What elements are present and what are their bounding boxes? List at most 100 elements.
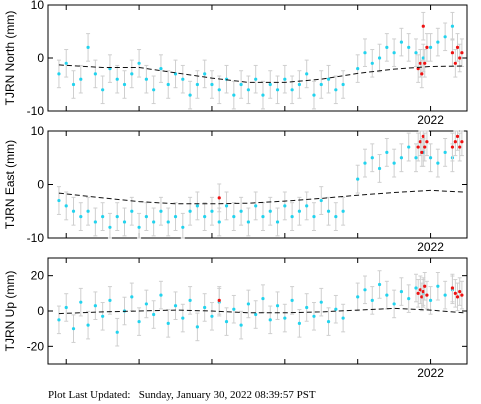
data-point — [370, 298, 374, 302]
data-point — [122, 82, 127, 87]
data-point — [254, 204, 258, 208]
data-point — [217, 220, 221, 224]
data-point — [224, 320, 229, 324]
data-point — [377, 56, 382, 60]
data-point — [224, 204, 229, 208]
data-point — [443, 150, 447, 154]
data-point — [64, 61, 68, 65]
data-point — [115, 77, 119, 81]
data-point — [64, 305, 68, 310]
data-point — [356, 67, 360, 71]
recent-data-point — [460, 293, 464, 297]
data-point — [137, 61, 141, 65]
data-point — [232, 93, 236, 97]
data-point — [290, 215, 294, 219]
data-point — [385, 45, 389, 50]
y-tick-label: 10 — [31, 0, 45, 12]
data-point — [122, 220, 127, 224]
data-point — [195, 82, 199, 87]
data-point — [166, 82, 170, 87]
data-point — [137, 225, 141, 229]
recent-data-point — [416, 145, 420, 149]
data-point — [428, 156, 433, 160]
data-point — [93, 220, 97, 224]
data-point — [334, 215, 338, 219]
data-point — [71, 209, 76, 213]
data-point — [217, 88, 221, 92]
data-point — [166, 321, 170, 325]
recent-data-point — [418, 288, 422, 292]
data-point — [436, 284, 440, 288]
data-point — [79, 300, 83, 304]
recent-data-point — [423, 145, 427, 149]
data-point — [144, 302, 148, 306]
plot-frame — [47, 130, 468, 239]
data-point — [210, 82, 214, 87]
data-point — [144, 215, 148, 219]
recent-data-point — [420, 295, 424, 299]
data-point — [290, 298, 294, 302]
data-point — [64, 204, 68, 208]
recent-data-point — [450, 145, 455, 149]
data-point — [407, 145, 411, 149]
recent-data-point — [418, 61, 422, 65]
data-point — [203, 72, 207, 76]
data-point — [93, 304, 97, 308]
data-point — [144, 77, 148, 81]
data-point — [326, 77, 331, 81]
data-point — [137, 320, 141, 324]
data-point — [71, 327, 76, 331]
data-point — [356, 295, 360, 299]
recent-data-point — [458, 56, 462, 60]
recent-data-point — [458, 289, 462, 294]
recent-data-point — [460, 140, 464, 144]
data-point — [283, 316, 287, 320]
recent-data-point — [450, 286, 455, 290]
data-point — [261, 297, 265, 301]
recent-data-point — [455, 45, 460, 50]
data-point — [239, 209, 243, 213]
data-point — [370, 61, 374, 65]
data-point — [407, 45, 411, 50]
data-point — [392, 302, 396, 306]
data-point — [407, 297, 411, 301]
data-point — [115, 330, 119, 334]
data-point — [392, 51, 396, 55]
data-point — [159, 67, 163, 71]
data-point — [195, 325, 199, 329]
data-point — [181, 225, 185, 229]
recent-data-point — [420, 150, 424, 154]
data-point — [268, 209, 272, 213]
y-axis-label: TJRN Up (mm) — [3, 271, 17, 352]
data-point — [188, 209, 192, 213]
data-point — [341, 82, 345, 87]
data-point — [436, 40, 440, 44]
y-axis-label: TJRN East (mm) — [3, 140, 17, 229]
y-tick-label: -20 — [27, 339, 45, 353]
data-point — [173, 215, 178, 219]
last-updated-label: Plot Last Updated: — [48, 389, 131, 401]
x-tick-label: 2022 — [417, 113, 444, 127]
recent-data-point — [455, 134, 460, 138]
recent-data-point — [420, 72, 424, 76]
recent-data-point — [450, 51, 455, 55]
data-point — [363, 51, 367, 55]
data-point — [283, 77, 287, 81]
recent-data-point — [418, 140, 422, 144]
data-point — [188, 93, 192, 97]
data-point — [108, 298, 112, 302]
data-point — [79, 215, 83, 219]
data-point — [275, 220, 280, 224]
y-tick-label: -10 — [27, 104, 45, 118]
data-point — [203, 305, 207, 310]
data-point — [232, 215, 236, 219]
y-tick-label: 10 — [31, 124, 45, 138]
data-point — [305, 72, 309, 76]
data-point — [275, 88, 280, 92]
data-point — [108, 225, 112, 229]
recent-data-point — [425, 140, 429, 144]
data-point — [319, 82, 323, 87]
recent-data-point — [455, 295, 460, 299]
model-trend-line — [58, 307, 464, 315]
data-point — [152, 220, 156, 224]
